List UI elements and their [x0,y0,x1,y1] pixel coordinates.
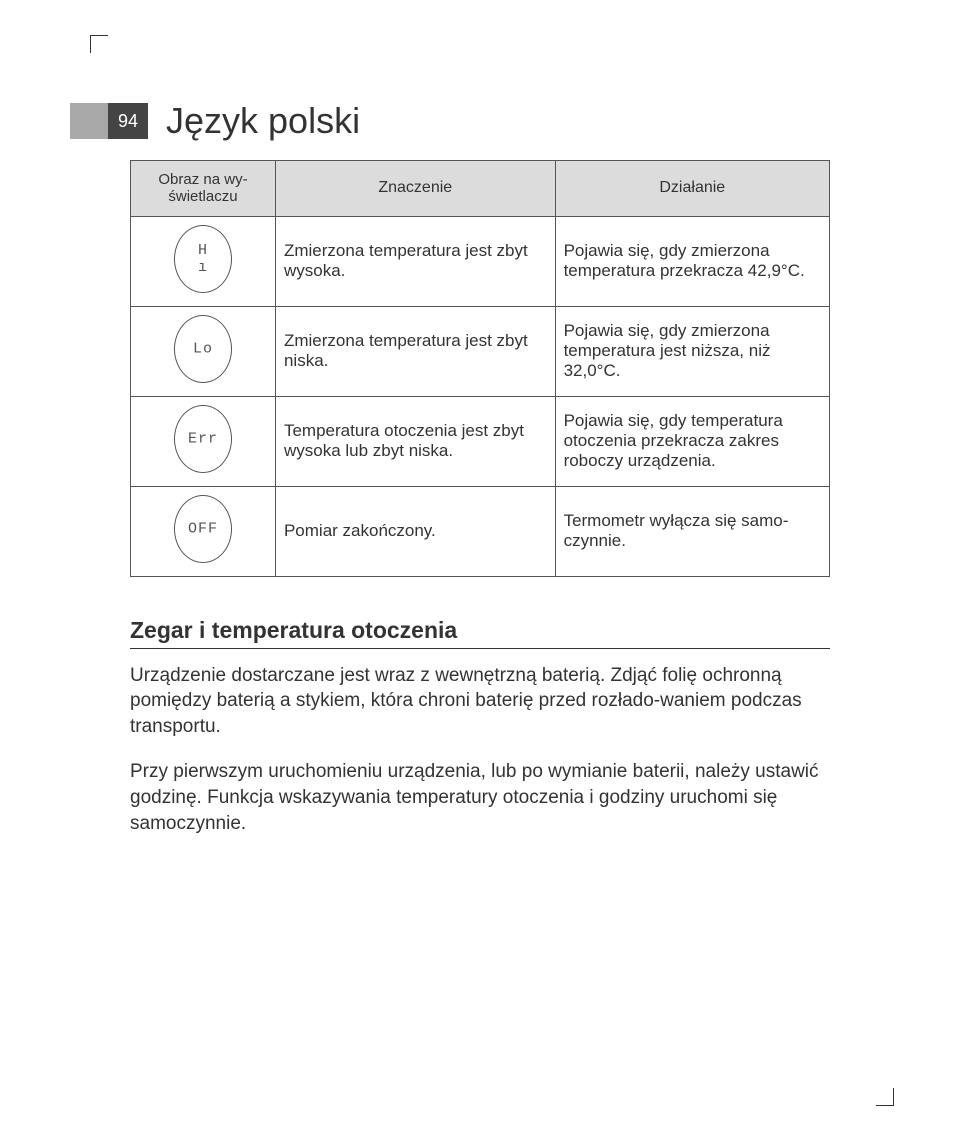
clock-section: Zegar i temperatura otoczenia Urządzenie… [130,617,830,837]
col-header-meaning: Znaczenie [275,161,555,217]
section-paragraph: Przy pierwszym uruchomieniu urządzenia, … [130,759,830,836]
display-icon-cell: Lo [131,306,276,396]
page-number-bar: 94 [70,103,148,139]
crop-mark-top-left [90,35,108,53]
table-row: Lo Zmierzona temperatura jest zbyt niska… [131,306,830,396]
page-number: 94 [108,103,148,139]
table-row: Err Temperatura otoczenia jest zbyt wyso… [131,396,830,486]
meaning-cell: Zmierzona temperatura jest zbyt wysoka. [275,216,555,306]
section-heading: Zegar i temperatura otoczenia [130,617,830,649]
display-oval-text: H ı [189,242,217,276]
display-icon-cell: H ı [131,216,276,306]
meaning-cell: Zmierzona temperatura jest zbyt niska. [275,306,555,396]
page-title: Język polski [166,100,360,142]
action-cell: Pojawia się, gdy temperatura otoczenia p… [555,396,829,486]
display-icon-cell: Err [131,396,276,486]
action-cell: Pojawia się, gdy zmierzona temperatura p… [555,216,829,306]
display-oval-icon: Lo [174,315,232,383]
table-row: H ı Zmierzona temperatura jest zbyt wyso… [131,216,830,306]
display-meanings-table: Obraz na wy- świetlaczu Znaczenie Działa… [130,160,830,577]
action-cell: Pojawia się, gdy zmierzona temperatura j… [555,306,829,396]
meaning-cell: Temperatura otoczenia jest zbyt wysoka l… [275,396,555,486]
display-oval-icon: H ı [174,225,232,293]
table-row: OFF Pomiar zakończony. Termometr wyłącza… [131,486,830,576]
crop-mark-bottom-right [876,1088,894,1106]
col-header-display: Obraz na wy- świetlaczu [131,161,276,217]
display-oval-text: Lo [193,340,213,357]
table-header-row: Obraz na wy- świetlaczu Znaczenie Działa… [131,161,830,217]
page-header: 94 Język polski [70,100,850,142]
display-meanings-table-wrap: Obraz na wy- świetlaczu Znaczenie Działa… [130,160,830,577]
meaning-cell: Pomiar zakończony. [275,486,555,576]
col-header-action: Działanie [555,161,829,217]
display-oval-icon: OFF [174,495,232,563]
display-oval-icon: Err [174,405,232,473]
section-paragraph: Urządzenie dostarczane jest wraz z wewnę… [130,663,830,740]
display-oval-text: Err [188,430,218,447]
gray-accent-bar [70,103,108,139]
action-cell: Termometr wyłącza się samo-czynnie. [555,486,829,576]
display-icon-cell: OFF [131,486,276,576]
page-content: 94 Język polski Obraz na wy- świetlaczu … [70,100,850,856]
display-oval-text: OFF [188,520,218,537]
